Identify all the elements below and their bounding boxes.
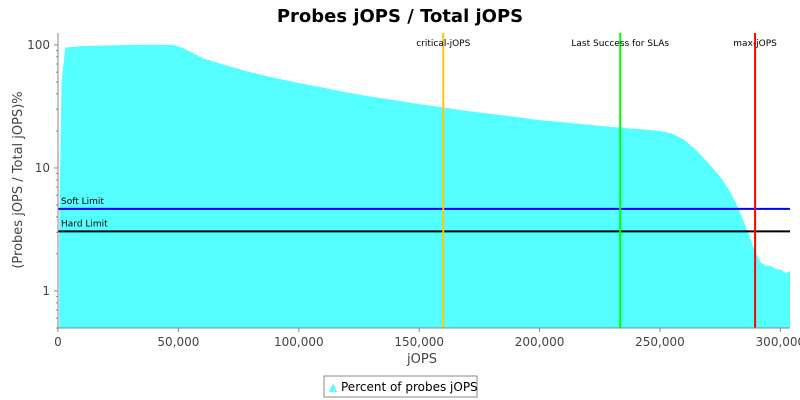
x-tick-label: 250,000 <box>635 335 685 349</box>
legend: Percent of probes jOPS <box>323 375 478 398</box>
marker-label-critical-jops: critical-jOPS <box>416 39 470 49</box>
marker-label-last-success-for-slas: Last Success for SLAs <box>571 39 669 49</box>
y-tick-label: 1 <box>42 284 50 298</box>
legend-box <box>323 375 478 398</box>
x-tick-label: 50,000 <box>157 335 199 349</box>
x-tick-label: 300,000 <box>756 335 800 349</box>
x-tick-label: 100,000 <box>274 335 324 349</box>
y-tick-label: 100 <box>27 38 50 52</box>
plot-area: Soft Limit Hard Limit critical-jOPS Last Su… <box>27 33 800 349</box>
limit-label-hard-limit: Hard Limit <box>61 219 108 229</box>
limit-label-soft-limit: Soft Limit <box>61 197 104 207</box>
y-tick-label: 10 <box>35 161 50 175</box>
x-axis-label: jOPS <box>406 352 437 367</box>
x-tick-label: 150,000 <box>394 335 444 349</box>
x-tick-label: 0 <box>54 335 62 349</box>
series-area-percent-of-probes-jops <box>59 44 790 328</box>
chart-title: Probes jOPS / Total jOPS <box>277 6 523 27</box>
legend-swatch <box>329 383 337 392</box>
x-tick-label: 200,000 <box>515 335 565 349</box>
legend-item-label: Percent of probes jOPS <box>341 380 478 394</box>
y-axis-label: (Probes jOPS / Total jOPS)% <box>11 91 26 268</box>
marker-label-max-jops: max-jOPS <box>733 39 777 49</box>
